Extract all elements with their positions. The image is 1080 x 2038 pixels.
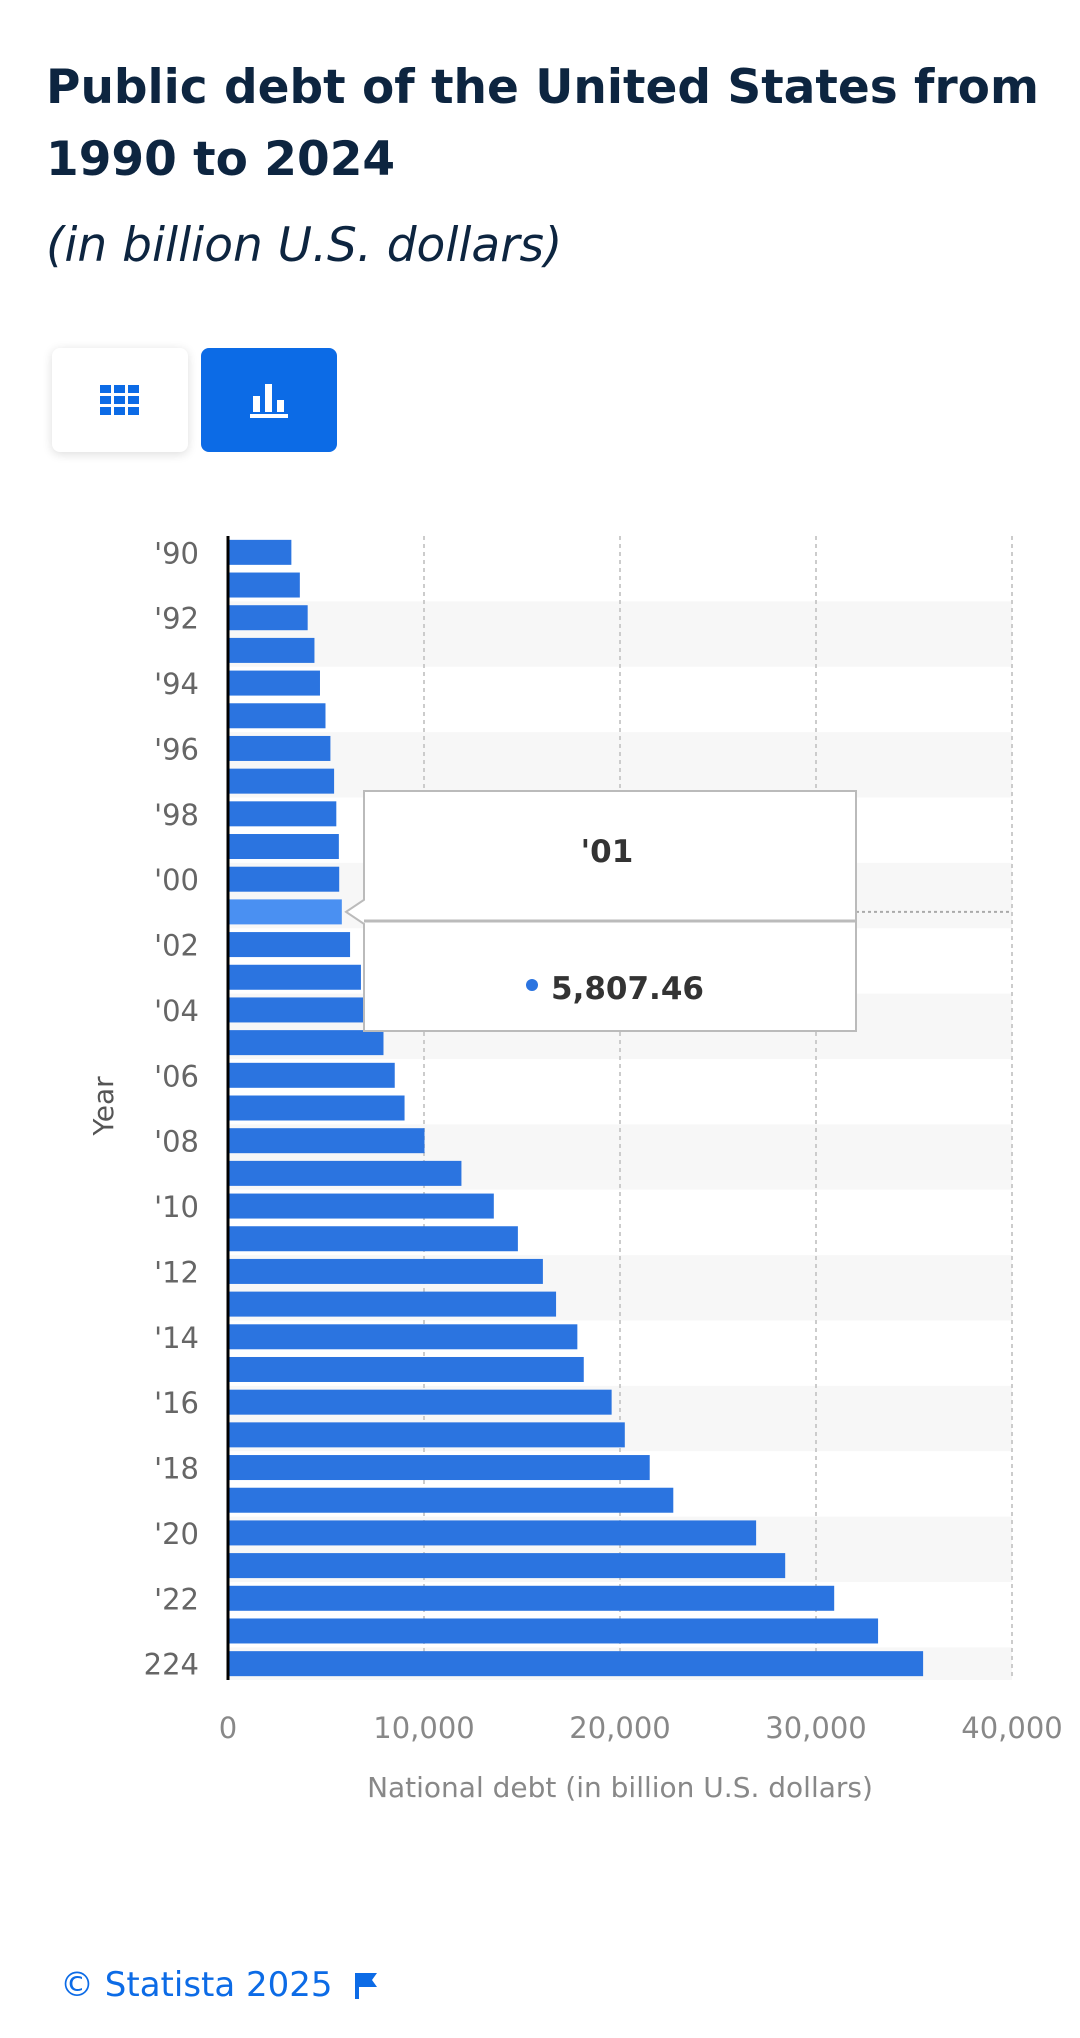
flag-icon[interactable] xyxy=(354,1971,379,1999)
y-tick-label: '90 xyxy=(154,536,199,570)
footer: © Statista 2025 xyxy=(60,1965,379,2005)
bar xyxy=(228,637,315,663)
bar xyxy=(228,1618,879,1644)
bar xyxy=(228,899,342,925)
bar xyxy=(228,834,339,860)
copyright-link[interactable]: © Statista 2025 xyxy=(60,1965,333,2005)
bar xyxy=(228,1389,612,1415)
tooltip-series-marker xyxy=(526,979,538,991)
bar xyxy=(228,703,326,729)
y-tick-label: '18 xyxy=(154,1452,199,1486)
bar xyxy=(228,801,337,827)
bar xyxy=(228,1553,786,1579)
bar xyxy=(228,768,335,794)
debt-bar-chart: '90 '92 '94 '96 '98 '00 '02 '04 '06 '08 '10 '12 '14 '… xyxy=(87,536,1063,1804)
bar xyxy=(228,1226,518,1252)
x-tick-label: 40,000 xyxy=(961,1711,1062,1745)
bar xyxy=(228,605,308,631)
y-tick-label: '20 xyxy=(154,1517,199,1551)
page-subtitle: (in billion U.S. dollars) xyxy=(46,218,563,273)
tooltip-box xyxy=(344,790,857,1032)
y-tick-label: '16 xyxy=(154,1386,199,1420)
y-tick-label: '04 xyxy=(154,994,199,1028)
bar xyxy=(228,1520,757,1546)
bar xyxy=(228,964,361,990)
y-tick-label: '14 xyxy=(154,1321,199,1355)
y-tick-label: '00 xyxy=(154,863,199,897)
y-tick-label: '10 xyxy=(154,1190,199,1224)
x-axis-title: National debt (in billion U.S. dollars) xyxy=(367,1771,873,1804)
bar xyxy=(228,1258,543,1284)
y-tick-label: '02 xyxy=(154,929,199,963)
tooltip: '01 5,807.46 xyxy=(344,790,857,1032)
bar xyxy=(228,1651,924,1677)
grid-icon xyxy=(100,385,139,415)
bar xyxy=(228,997,373,1023)
bar xyxy=(228,539,292,565)
bar xyxy=(228,1062,395,1088)
bar xyxy=(228,1455,650,1481)
bar xyxy=(228,1487,674,1513)
y-tick-label: '92 xyxy=(154,602,199,636)
y-tick-label: '22 xyxy=(154,1582,199,1616)
y-tick-label: '08 xyxy=(154,1125,199,1159)
chart-view-button[interactable] xyxy=(201,348,337,452)
tooltip-category: '01 xyxy=(581,834,634,870)
y-tick-label: '12 xyxy=(154,1255,199,1289)
y-tick-label: '96 xyxy=(154,732,199,766)
x-tick-label: 0 xyxy=(219,1711,237,1745)
bar xyxy=(228,1422,625,1448)
bar xyxy=(228,1356,584,1382)
x-tick-label: 10,000 xyxy=(373,1711,474,1745)
bar xyxy=(228,1193,494,1219)
y-axis-title: Year xyxy=(87,1076,120,1137)
bar xyxy=(228,1128,425,1154)
bar-chart-icon xyxy=(250,384,288,418)
y-tick-label: 224 xyxy=(144,1648,199,1682)
page-title: Public debt of the United States from 19… xyxy=(46,60,1039,187)
bar xyxy=(228,1291,557,1317)
tooltip-value: 5,807.46 xyxy=(551,971,704,1007)
table-view-button[interactable] xyxy=(52,348,188,452)
bar xyxy=(228,1160,462,1186)
y-tick-label: '94 xyxy=(154,667,199,701)
bar xyxy=(228,932,351,958)
x-tick-label: 30,000 xyxy=(765,1711,866,1745)
bar xyxy=(228,735,331,761)
bar xyxy=(228,866,340,892)
bar xyxy=(228,1585,835,1611)
y-tick-label: '06 xyxy=(154,1059,199,1093)
bar xyxy=(228,1030,384,1056)
x-tick-label: 20,000 xyxy=(569,1711,670,1745)
bar xyxy=(228,1095,405,1121)
y-tick-label: '98 xyxy=(154,798,199,832)
bar xyxy=(228,1324,578,1350)
bar xyxy=(228,572,300,598)
bar xyxy=(228,670,320,696)
